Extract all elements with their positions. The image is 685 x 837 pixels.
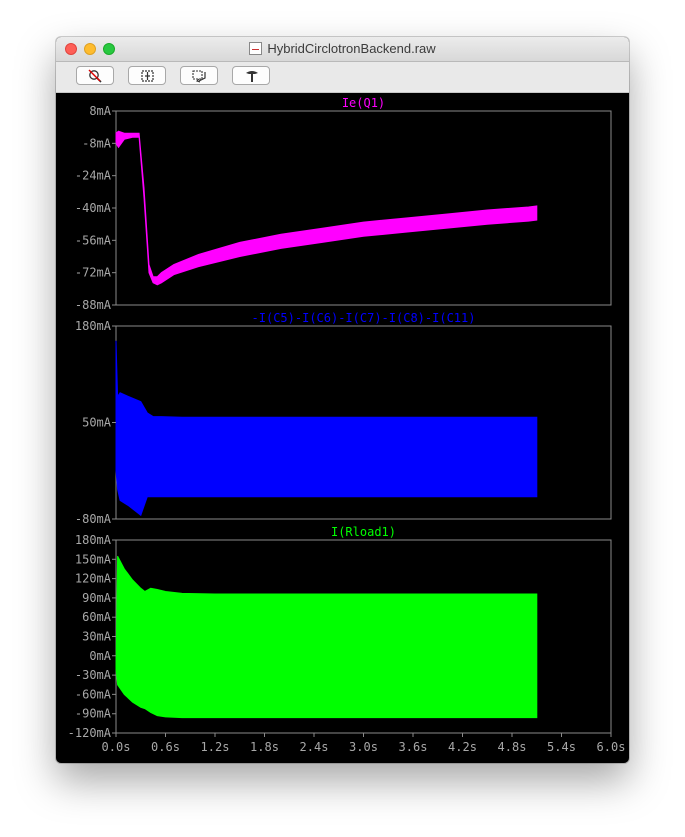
x-tick-label: 3.6s — [399, 740, 428, 754]
y-tick-label: 150mA — [75, 552, 112, 566]
x-tick-label: 5.4s — [547, 740, 576, 754]
y-tick-label: -24mA — [75, 169, 112, 183]
close-window-button[interactable] — [65, 43, 77, 55]
zoom-cancel-button[interactable] — [76, 66, 114, 85]
x-tick-label: 1.2s — [201, 740, 230, 754]
tools-icon — [246, 71, 258, 82]
y-tick-label: -88mA — [75, 298, 112, 312]
minimize-window-button[interactable] — [84, 43, 96, 55]
y-tick-label: 60mA — [82, 610, 112, 624]
waveform-plot-area[interactable]: Ie(Q1) 8mA -8mA -24mA -40mA -56mA -72mA -88mA -I… — [56, 93, 629, 763]
waveform-trace — [115, 130, 538, 286]
y-tick-label: -120mA — [68, 726, 112, 740]
y-tick-label: -30mA — [75, 668, 112, 682]
waveform-trace — [115, 340, 538, 517]
x-tick-label: 2.4s — [300, 740, 329, 754]
x-tick-label: 6.0s — [597, 740, 626, 754]
y-tick-label: -72mA — [75, 266, 112, 280]
x-tick-label: 0.6s — [151, 740, 180, 754]
x-tick-label: 4.2s — [448, 740, 477, 754]
trace-title: Ie(Q1) — [342, 96, 385, 110]
y-tick-label: 8mA — [89, 104, 111, 118]
y-tick-label: 0mA — [89, 649, 111, 663]
y-tick-label: -8mA — [82, 136, 112, 150]
y-tick-label: 120mA — [75, 572, 112, 586]
trace-title: I(Rload1) — [331, 525, 396, 539]
raw-file-icon — [249, 42, 263, 55]
y-tick-label: -90mA — [75, 707, 112, 721]
y-tick-label: 180mA — [75, 319, 112, 333]
zoom-extents-button[interactable] — [128, 66, 166, 85]
y-tick-label: -80mA — [75, 512, 112, 526]
y-tick-label: -60mA — [75, 687, 112, 701]
x-tick-label: 1.8s — [250, 740, 279, 754]
waveform-trace — [115, 555, 538, 719]
maximize-window-button[interactable] — [103, 43, 115, 55]
zoom-back-button[interactable] — [180, 66, 218, 85]
y-tick-label: 180mA — [75, 533, 112, 547]
zoom-cancel-icon — [88, 69, 102, 83]
zoom-extents-icon — [141, 70, 154, 82]
window-title: HybridCirclotronBackend.raw — [267, 41, 436, 56]
window-title-area: HybridCirclotronBackend.raw — [56, 41, 629, 56]
y-tick-label: 30mA — [82, 630, 112, 644]
y-tick-label: 90mA — [82, 591, 112, 605]
x-tick-label: 4.8s — [498, 740, 527, 754]
toolbar — [56, 62, 629, 93]
waveform-viewer-window: HybridCirclotronBackend.raw — [56, 37, 629, 763]
y-tick-label: 50mA — [82, 416, 112, 430]
trace-title: -I(C5)-I(C6)-I(C7)-I(C8)-I(C11) — [252, 311, 476, 325]
x-tick-label: 0.0s — [102, 740, 131, 754]
x-tick-label: 3.0s — [349, 740, 378, 754]
y-tick-label: -56mA — [75, 233, 112, 247]
y-tick-label: -40mA — [75, 201, 112, 215]
tools-button[interactable] — [232, 66, 270, 85]
title-bar[interactable]: HybridCirclotronBackend.raw — [56, 37, 629, 62]
zoom-back-icon — [192, 70, 206, 83]
